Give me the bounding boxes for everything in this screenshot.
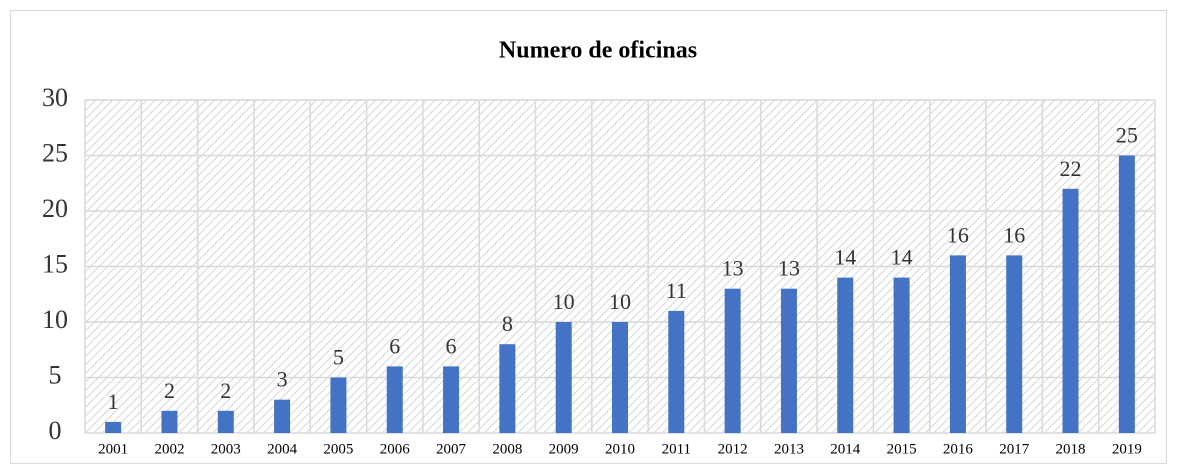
- x-tick-label: 2016: [943, 441, 974, 457]
- value-label: 6: [446, 333, 457, 358]
- x-tick-label: 2012: [718, 441, 748, 457]
- x-tick-label: 2017: [999, 441, 1030, 457]
- bar: [724, 288, 741, 433]
- value-label: 8: [502, 311, 513, 336]
- chart-title: Numero de oficinas: [499, 38, 697, 64]
- x-tick-label: 2015: [887, 441, 917, 457]
- x-tick-label: 2019: [1112, 441, 1142, 457]
- x-tick-label: 2005: [323, 441, 353, 457]
- value-label: 22: [1060, 156, 1082, 181]
- y-tick-label: 15: [42, 249, 68, 278]
- bar: [780, 288, 797, 433]
- bar: [612, 322, 628, 433]
- x-tick-label: 2018: [1056, 441, 1086, 457]
- x-tick-label: 2002: [154, 441, 184, 457]
- bar: [217, 410, 234, 433]
- value-label: 5: [333, 345, 344, 370]
- value-label: 13: [722, 256, 744, 281]
- y-tick-label: 5: [49, 360, 62, 389]
- bar: [1062, 188, 1079, 433]
- bar: [1118, 155, 1135, 433]
- y-tick-label: 20: [42, 194, 68, 223]
- bar: [330, 377, 347, 433]
- value-label: 14: [891, 245, 913, 270]
- x-tick-label: 2003: [211, 441, 241, 457]
- x-tick-label: 2009: [549, 441, 579, 457]
- x-tick-label: 2006: [380, 441, 411, 457]
- value-label: 25: [1116, 123, 1138, 148]
- bar: [837, 277, 854, 433]
- value-label: 1: [108, 389, 119, 414]
- x-tick-label: 2011: [662, 441, 691, 457]
- value-label: 13: [778, 256, 800, 281]
- value-label: 16: [1003, 222, 1025, 247]
- value-label: 10: [609, 289, 631, 314]
- y-tick-label: 25: [42, 138, 68, 167]
- value-label: 2: [220, 378, 231, 403]
- value-label: 11: [666, 278, 687, 303]
- y-tick-label: 30: [42, 83, 68, 112]
- x-tick-label: 2008: [492, 441, 522, 457]
- bar: [443, 366, 460, 433]
- value-label: 14: [834, 245, 856, 270]
- bar: [1006, 255, 1023, 433]
- bar: [386, 366, 403, 433]
- y-tick-label: 10: [42, 305, 68, 334]
- bar: [105, 421, 122, 433]
- bar: [555, 322, 572, 433]
- value-label: 2: [164, 378, 175, 403]
- x-tick-label: 2007: [436, 441, 467, 457]
- value-label: 16: [947, 222, 969, 247]
- y-tick-label: 0: [49, 416, 62, 445]
- value-label: 10: [553, 289, 575, 314]
- x-tick-label: 2004: [267, 441, 298, 457]
- x-tick-label: 2010: [605, 441, 635, 457]
- bar: [668, 310, 685, 433]
- bar: [274, 399, 291, 433]
- bar: [499, 344, 516, 433]
- value-label: 3: [277, 367, 288, 392]
- bar: [893, 277, 910, 433]
- bar: [949, 255, 966, 433]
- x-tick-label: 2013: [774, 441, 804, 457]
- x-tick-label: 2014: [830, 441, 861, 457]
- value-label: 6: [389, 333, 400, 358]
- bar: [161, 410, 178, 433]
- x-tick-label: 2001: [98, 441, 128, 457]
